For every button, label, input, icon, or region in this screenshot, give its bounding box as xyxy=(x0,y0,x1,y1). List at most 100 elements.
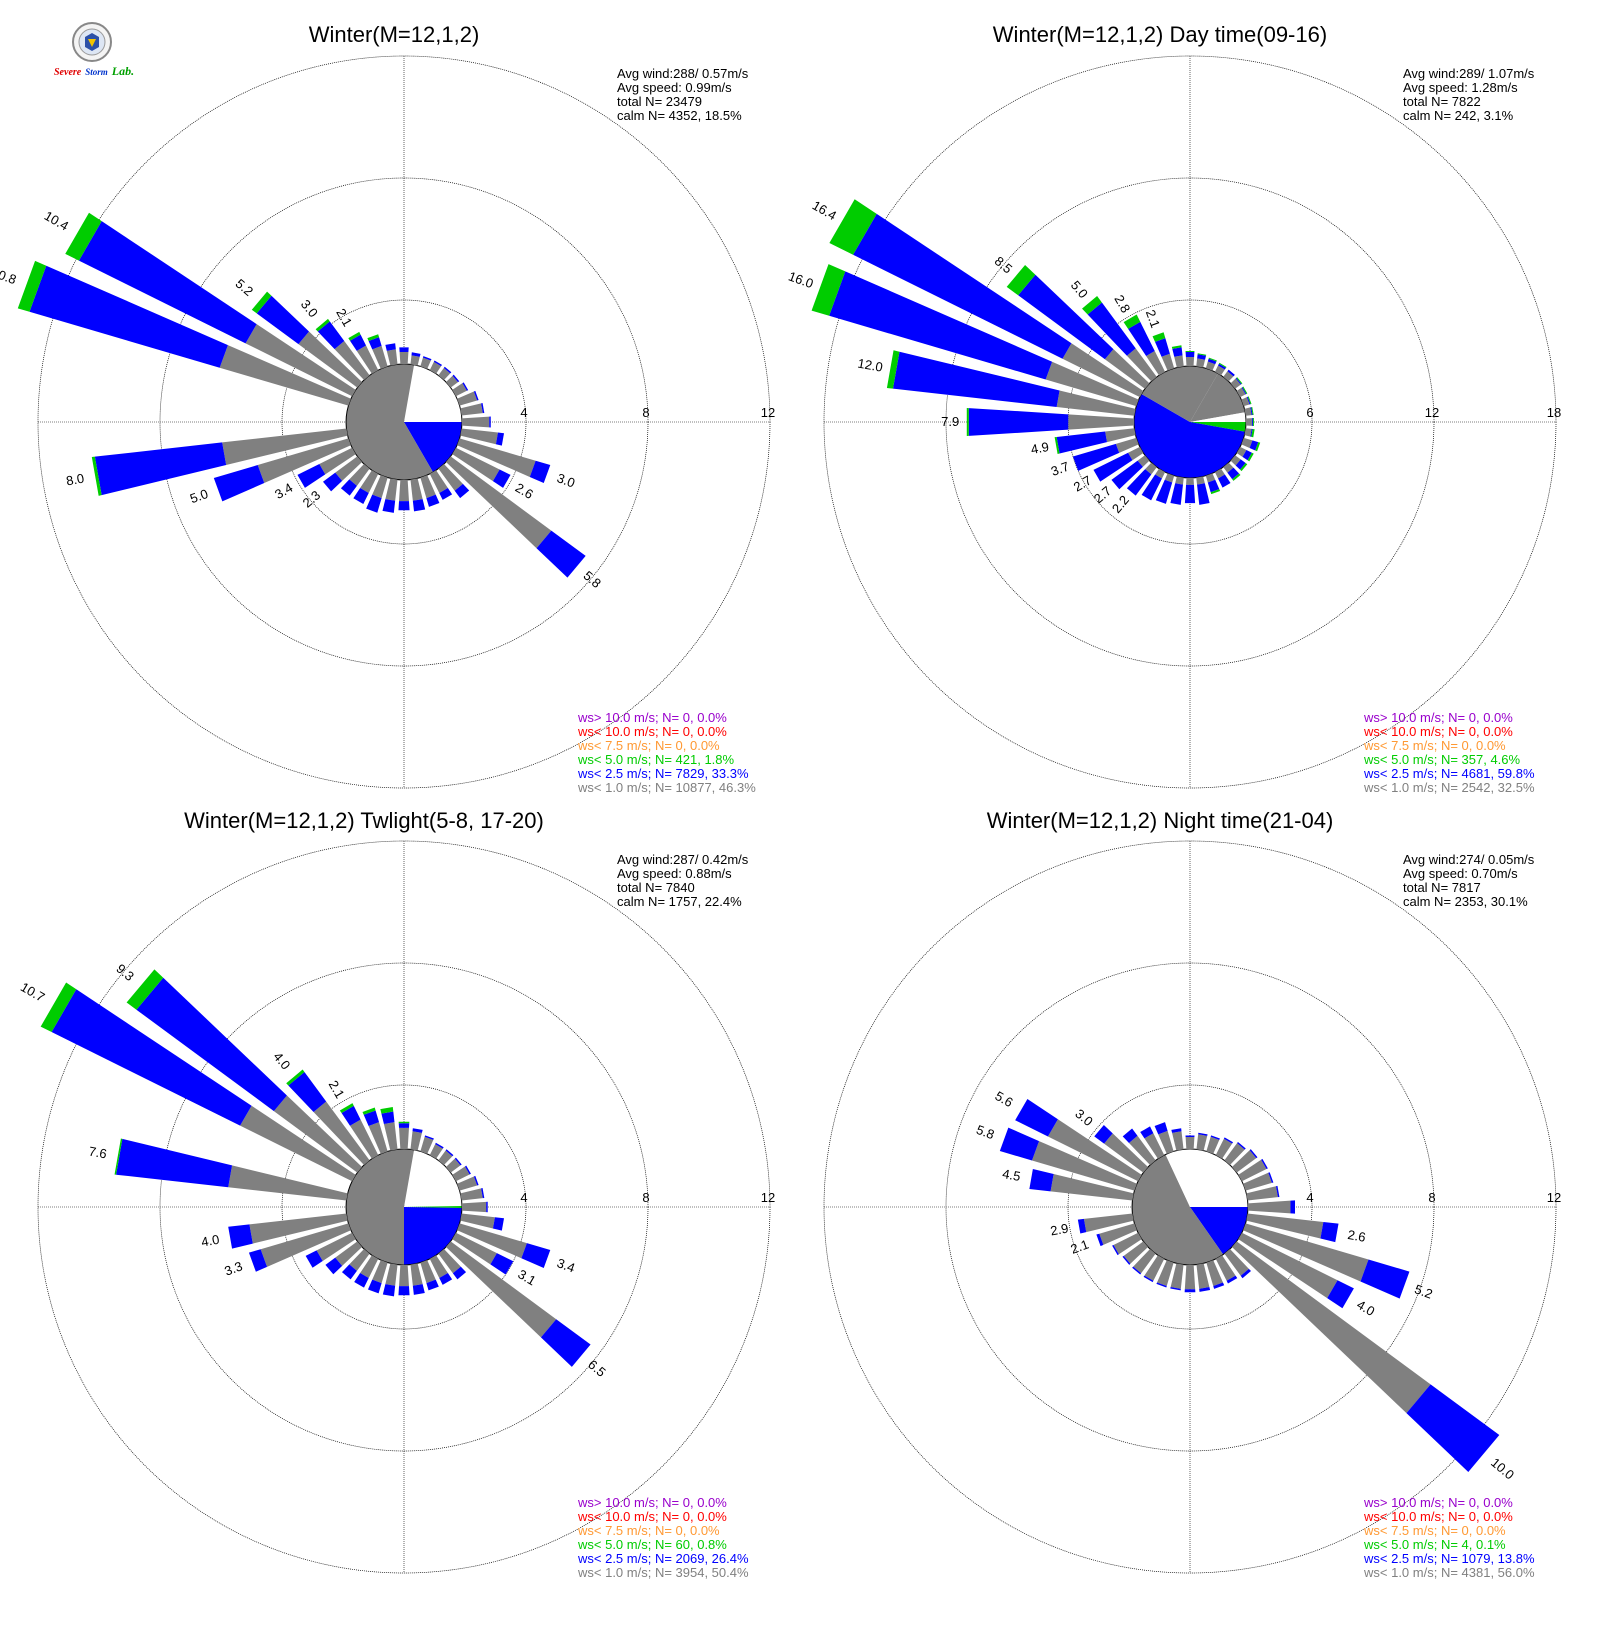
ring-tick-label: 12 xyxy=(761,405,775,420)
spoke-segment xyxy=(1096,1233,1104,1247)
spoke-segment xyxy=(368,337,382,350)
spoke-segment xyxy=(1210,489,1221,495)
spoke-segment xyxy=(1111,460,1143,490)
spoke-value-label: 4.5 xyxy=(1001,1166,1021,1184)
spoke-segment xyxy=(1250,407,1253,416)
spoke-segment xyxy=(1104,349,1150,389)
spoke-segment xyxy=(1247,396,1252,405)
spoke-segment xyxy=(461,1201,487,1213)
spoke-segment xyxy=(1197,483,1210,505)
spoke-segment xyxy=(1235,459,1246,470)
calm-slice xyxy=(1190,1149,1248,1207)
spoke-segment xyxy=(1175,476,1184,485)
spoke-segment xyxy=(398,1123,410,1128)
spoke-segment xyxy=(385,1263,398,1286)
panel-title: Winter(M=12,1,2) Twlight(5-8, 17-20) xyxy=(184,808,544,833)
spoke-segment xyxy=(1240,463,1248,472)
spoke-segment xyxy=(1172,347,1183,357)
spoke-segment xyxy=(1249,440,1259,451)
spoke-segment xyxy=(460,403,483,416)
spoke-value-label: 3.0 xyxy=(298,297,321,320)
ring-tick-label: 4 xyxy=(1306,1190,1313,1205)
spoke-segment xyxy=(1236,387,1246,398)
spoke-segment xyxy=(367,1279,382,1294)
spoke-segment xyxy=(91,456,102,496)
spoke-segment xyxy=(1105,428,1136,443)
spoke-segment xyxy=(322,472,343,492)
spoke-value-label: 3.0 xyxy=(555,470,577,490)
spoke-segment xyxy=(245,324,356,397)
spoke-segment xyxy=(367,334,380,341)
spoke-segment xyxy=(443,366,452,374)
spoke-segment xyxy=(445,1149,454,1157)
panel-title: Winter(M=12,1,2) xyxy=(309,22,480,47)
spoke-segment xyxy=(457,1176,478,1191)
spoke-segment xyxy=(249,1213,348,1244)
spoke-segment xyxy=(410,1263,423,1286)
spoke-segment xyxy=(1223,462,1234,473)
spoke-segment xyxy=(422,356,432,361)
spoke-segment xyxy=(1133,1248,1156,1274)
spoke-segment xyxy=(460,1213,495,1229)
spoke-segment xyxy=(1174,355,1184,368)
spoke-segment xyxy=(1214,365,1225,376)
spoke-segment xyxy=(452,1166,470,1182)
spoke-value-label: 2.8 xyxy=(1111,292,1133,315)
ring-tick-label: 4 xyxy=(520,405,527,420)
spoke-segment xyxy=(366,494,382,513)
spoke-segment xyxy=(1104,1133,1149,1173)
spoke-segment xyxy=(892,351,1060,408)
spoke-segment xyxy=(420,1260,436,1284)
spoke-segment xyxy=(1145,462,1157,475)
spoke-segment xyxy=(1185,357,1195,367)
spoke-segment xyxy=(372,345,388,369)
spoke-segment xyxy=(360,1255,379,1279)
spoke-segment xyxy=(260,1223,351,1267)
spoke-segment xyxy=(410,478,423,501)
spoke-value-label: 2.6 xyxy=(513,480,536,502)
spoke-segment xyxy=(288,1071,327,1113)
spoke-segment xyxy=(1185,1136,1195,1150)
spoke-segment xyxy=(1247,452,1254,462)
ring-tick-label: 8 xyxy=(1428,1190,1435,1205)
spoke-segment xyxy=(1170,1263,1184,1289)
spoke-segment xyxy=(1154,1122,1168,1135)
spoke-segment xyxy=(454,483,470,499)
spoke-segment xyxy=(1197,354,1207,360)
spoke-segment xyxy=(1006,264,1036,296)
range-ring xyxy=(281,1084,527,1330)
spoke-segment xyxy=(257,438,351,484)
spoke-segment xyxy=(1172,1131,1184,1151)
spoke-value-label: 12.0 xyxy=(856,356,884,375)
spoke-segment xyxy=(1152,332,1166,342)
spoke-segment xyxy=(341,1105,361,1126)
spoke-segment xyxy=(1218,474,1231,488)
legend-entry: ws< 7.5 m/s; N= 0, 0.0% xyxy=(1363,1523,1506,1538)
spoke-segment xyxy=(1249,1149,1258,1159)
spoke-segment xyxy=(540,1319,591,1367)
spoke-segment xyxy=(1243,1172,1272,1191)
legend-entry: ws< 2.5 m/s; N= 1079, 13.8% xyxy=(1363,1551,1535,1566)
stat-line: calm N= 1757, 22.4% xyxy=(617,894,742,909)
spoke-segment xyxy=(78,221,257,344)
spoke-segment xyxy=(360,470,379,494)
stat-line: total N= 7840 xyxy=(617,880,695,895)
spoke-segment xyxy=(1122,1255,1131,1265)
spoke-segment xyxy=(316,1232,356,1262)
stat-line: total N= 7822 xyxy=(1403,94,1481,109)
spoke-segment xyxy=(222,428,348,466)
spoke-segment xyxy=(811,264,846,316)
spoke-segment xyxy=(1242,386,1248,394)
spoke-segment xyxy=(433,360,442,367)
spoke-segment xyxy=(1143,1275,1154,1283)
ring-tick-label: 12 xyxy=(761,1190,775,1205)
spoke-value-label: 2.1 xyxy=(326,1078,348,1101)
spoke-segment xyxy=(1056,431,1107,454)
spoke-value-label: 7.9 xyxy=(941,414,959,429)
spoke-segment xyxy=(438,463,463,491)
spoke-segment xyxy=(398,1121,410,1124)
logo-text-severe: Severe xyxy=(54,67,82,78)
spoke-segment xyxy=(1207,358,1217,365)
spoke-segment xyxy=(353,488,369,504)
spoke-segment xyxy=(317,321,345,350)
